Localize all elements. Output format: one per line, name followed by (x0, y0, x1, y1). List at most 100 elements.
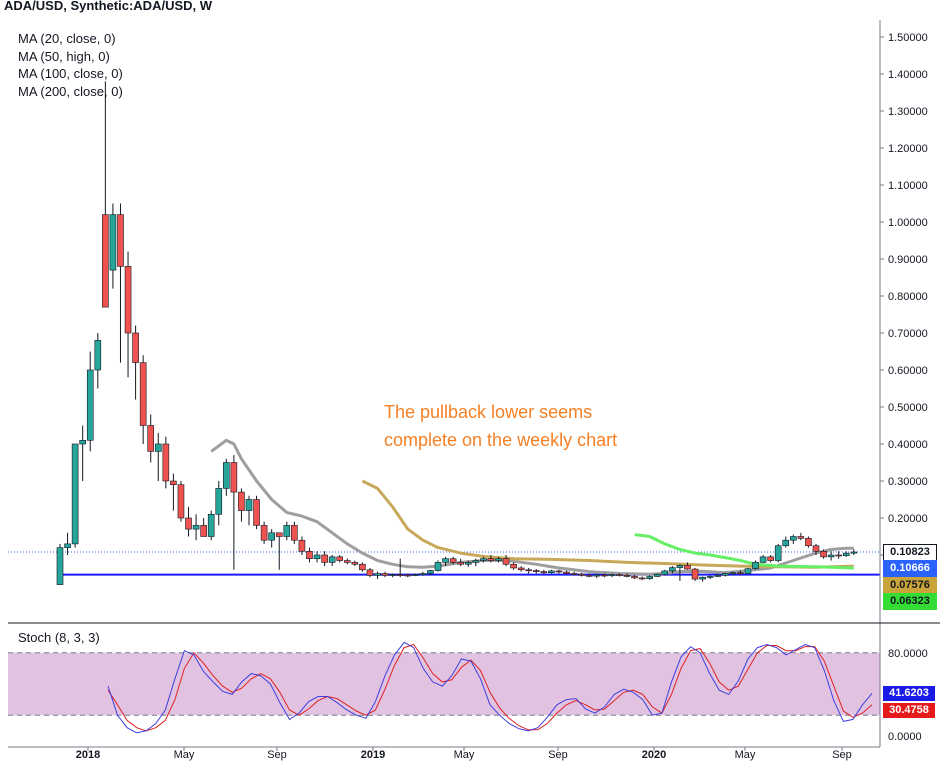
candle-body (495, 558, 502, 561)
candle-body (238, 491, 245, 511)
candle-body (532, 570, 540, 572)
x-tick-label: 2019 (361, 749, 385, 761)
candle-body (729, 572, 737, 575)
stoch-k-line (107, 641, 873, 734)
stochastic-pane: 80.0000 0.0000 (8, 641, 928, 743)
candle-body (752, 562, 759, 569)
candle-body (253, 499, 260, 526)
candle-body (321, 554, 328, 563)
candle-body (427, 570, 434, 574)
candle-body (139, 362, 147, 426)
candle-body (275, 532, 283, 537)
candle-body (676, 565, 684, 568)
candle-body (291, 525, 298, 541)
y-tick-label: 0.40000 (888, 439, 928, 451)
x-tick-label: 2020 (642, 749, 666, 761)
candle-body (631, 576, 638, 579)
candle-body (185, 517, 192, 530)
candle-body (850, 551, 858, 554)
y-tick-label: 0.70000 (888, 328, 928, 340)
candle-body (306, 550, 313, 559)
candle-body (457, 562, 464, 565)
candle-body (721, 573, 729, 576)
candle-body (102, 214, 109, 308)
y-tick-label: 1.20000 (888, 143, 928, 155)
price-badge-last: 0.10823 (883, 544, 937, 561)
candle-body (313, 554, 321, 560)
candle-body (480, 558, 487, 561)
y-tick-label: 0.90000 (888, 254, 928, 266)
candle-body (782, 539, 790, 547)
candle-body (820, 550, 827, 558)
ma-legend-item: MA (20, close, 0) (18, 31, 116, 46)
y-tick-label: 1.50000 (888, 32, 928, 44)
y-tick-label: 1.30000 (888, 106, 928, 118)
price-badge-ma20: 0.10666 (883, 560, 937, 577)
candle-body (328, 556, 336, 563)
chart-annotation: The pullback lower seems complete on the… (384, 398, 617, 454)
candle-body (200, 525, 207, 537)
y-tick-label: 0.60000 (888, 365, 928, 377)
y-tick-label: 0.20000 (888, 513, 928, 525)
stoch-tick-label: 80.0000 (888, 648, 928, 660)
candle-body (109, 214, 117, 271)
candle-body (472, 560, 480, 563)
price-badge-ma200: 0.06323 (883, 593, 937, 610)
x-tick-label: May (454, 749, 475, 761)
candle-body (646, 576, 653, 579)
candles (56, 81, 858, 585)
candle-body (608, 574, 616, 577)
candle-body (396, 574, 404, 576)
candle-body (389, 574, 396, 576)
candle-body (147, 425, 155, 452)
candle-body (223, 462, 230, 489)
candle-body (343, 560, 351, 563)
y-tick-label: 1.00000 (888, 217, 928, 229)
stoch-tick-label: 0.0000 (888, 731, 922, 743)
candle-body (555, 570, 563, 573)
candle-body (404, 574, 412, 577)
y-tick-label: 1.40000 (888, 69, 928, 81)
candle-body (56, 547, 64, 585)
candle-body (714, 575, 722, 577)
x-tick-label: Sep (832, 749, 852, 761)
candle-body (419, 573, 427, 575)
candle-body (691, 568, 699, 580)
annotation-line-2: complete on the weekly chart (384, 430, 618, 450)
candle-body (94, 340, 102, 371)
candle-body (699, 576, 706, 580)
candle-body (797, 536, 805, 539)
candle-body (548, 570, 555, 574)
candle-body (601, 574, 608, 577)
candle-body (260, 525, 268, 541)
candle-body (759, 556, 767, 563)
candle-body (132, 332, 139, 363)
candle-body (207, 513, 215, 537)
candle-body (502, 558, 510, 565)
stoch-badge-d: 30.4758 (883, 703, 935, 718)
candle-body (578, 573, 585, 576)
candle-body (669, 567, 676, 572)
ma-line (361, 479, 854, 569)
candle-body (359, 563, 366, 571)
candle-body (170, 480, 177, 485)
candle-body (412, 574, 419, 576)
candle-body (487, 558, 495, 561)
price-grid (8, 551, 880, 576)
candle-body (842, 552, 850, 557)
candle-body (283, 525, 291, 537)
ma-legend-item: MA (50, high, 0) (18, 48, 110, 64)
y-tick-label: 0.50000 (888, 402, 928, 414)
candle-body (434, 562, 442, 571)
candle-body (767, 556, 774, 561)
price-badge-ma100: 0.07576 (883, 577, 937, 594)
candle-body (706, 576, 714, 578)
candle-body (510, 563, 517, 569)
candle-body (593, 574, 601, 577)
candle-body (517, 567, 525, 571)
x-tick-label: 2018 (76, 749, 100, 761)
candle-body (177, 484, 185, 519)
candle-body (268, 532, 275, 541)
annotation-line-1: The pullback lower seems (384, 402, 593, 422)
